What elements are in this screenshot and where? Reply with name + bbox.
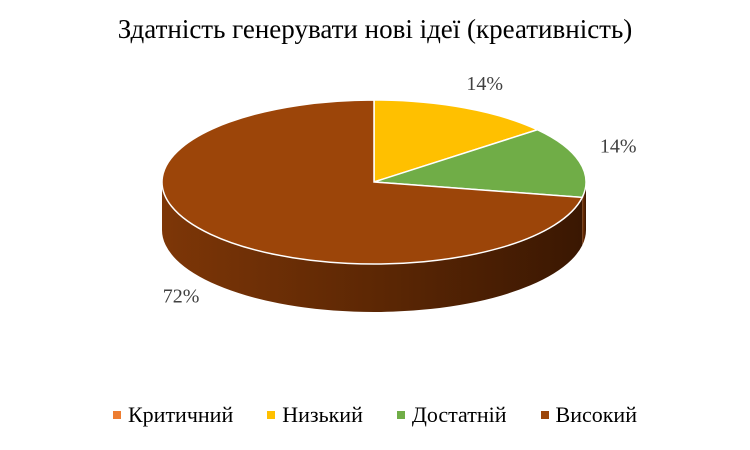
pie-labels: 14% 14% 72% (163, 73, 637, 308)
chart-title: Здатність генерувати нові ідеї (креативн… (117, 14, 633, 44)
pie-slice-Достатній (373, 128, 587, 199)
pie-slice-Низький (373, 99, 540, 184)
legend-swatch (396, 411, 405, 419)
legend-label: Достатній (411, 402, 507, 427)
pie-top-slices (161, 99, 587, 265)
legend-label: Низький (282, 402, 363, 427)
slice-label-2: 14% (600, 135, 637, 157)
legend-item-2: Достатній (396, 402, 507, 428)
legend-item-0: Критичний (113, 402, 233, 428)
pie-side-segment-3 (162, 182, 583, 312)
legend-label: Високий (555, 402, 637, 427)
pie-side-wall (162, 182, 586, 312)
legend: Критичний Низький Достатній Високий (0, 402, 750, 428)
legend-label: Критичний (128, 402, 234, 427)
slice-label-1: 14% (466, 73, 503, 95)
legend-swatch (113, 411, 121, 419)
legend-item-1: Низький (267, 402, 363, 428)
slice-label-3: 72% (163, 286, 200, 308)
pie-slice-Високий (161, 99, 584, 265)
legend-item-3: Високий (540, 402, 637, 428)
legend-swatch (540, 411, 549, 419)
pie-side-segment-2 (582, 182, 586, 246)
legend-swatch (267, 411, 276, 419)
